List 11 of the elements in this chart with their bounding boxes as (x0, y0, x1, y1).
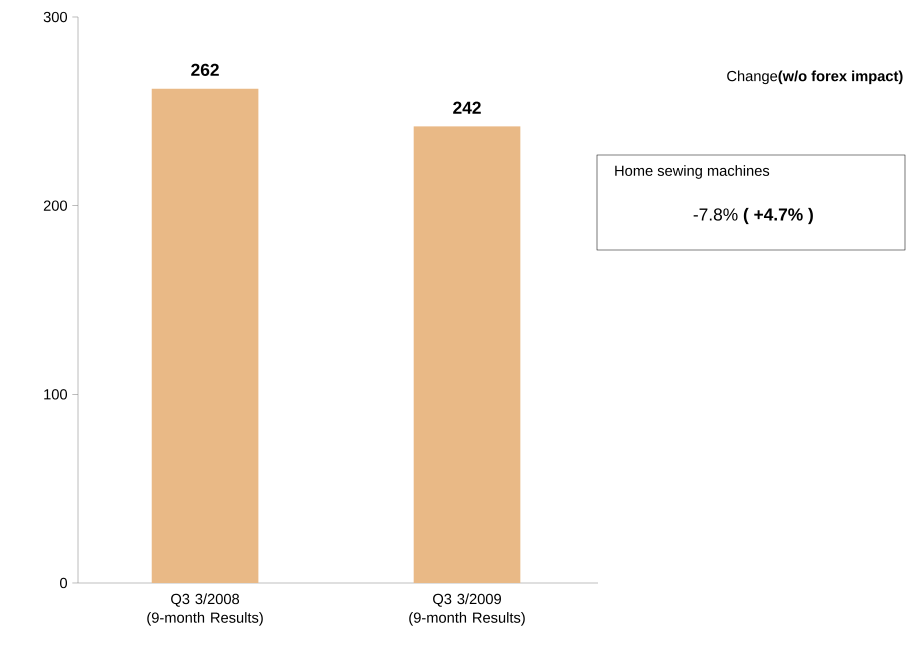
data-label: 242 (453, 102, 481, 114)
text: Home sewing machines (615, 165, 770, 179)
text: -7.8% ( +4.7% ) (694, 208, 813, 224)
x-tick-label: Q3 3/2008 (9-month Results) (147, 593, 263, 626)
data-label: 262 (191, 64, 219, 76)
x-tick-label: Q3 3/2009 (9-month Results) (409, 593, 525, 626)
text: Change(w/o forex impact) (727, 70, 903, 84)
y-tick-label: 300 (44, 12, 68, 22)
y-tick-label: 100 (44, 389, 68, 400)
y-tick-label: 0 (60, 578, 68, 588)
y-tick-label: 200 (44, 200, 68, 211)
